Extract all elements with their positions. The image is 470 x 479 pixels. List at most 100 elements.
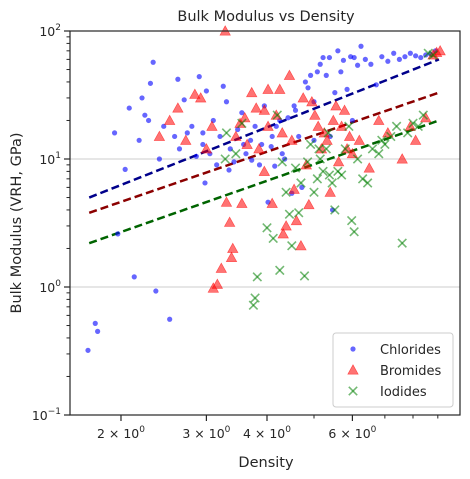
chlorides-point-49 (292, 107, 299, 113)
iodides-point-39 (413, 121, 423, 132)
iodides-point-21 (330, 205, 340, 215)
chlorides-point-79 (407, 50, 413, 56)
iodides-point-38 (408, 118, 418, 129)
chlorides-point-44 (273, 123, 279, 129)
bromides-point-55 (373, 114, 385, 125)
chlorides-point-60 (326, 54, 333, 61)
chlorides-point-89 (291, 103, 297, 109)
bromides-point-38 (306, 95, 318, 107)
iodides-point-52 (272, 110, 283, 120)
chlorides-point-52 (302, 79, 308, 85)
chlorides-point-5 (122, 166, 128, 172)
axis-ticks: 2 × 100 3 × 100 4 × 100 6 × 100 10−1 100 101 10… (32, 23, 439, 441)
bromides-point-33 (290, 214, 303, 226)
chlorides-point-20 (181, 97, 187, 103)
iodides-point-7 (284, 209, 295, 220)
bromides-point-48 (335, 120, 348, 131)
iodides-point-28 (352, 154, 363, 164)
bromides-point-1 (163, 114, 176, 125)
chlorides-point-72 (368, 61, 374, 67)
iodides-point-30 (362, 178, 373, 188)
iodides-point-15 (312, 174, 323, 184)
chlorides-point-71 (362, 56, 368, 62)
bromides-point-49 (338, 104, 351, 115)
chlorides-point-53 (305, 85, 311, 91)
chlorides-point-6 (126, 105, 132, 111)
chart-title: Bulk Modulus vs Density (177, 9, 355, 25)
chlorides-point-57 (317, 61, 323, 67)
plot-frame (69, 30, 461, 416)
iodides-point-48 (237, 118, 247, 129)
bromides-point-12 (220, 196, 233, 207)
bromides-point-3 (180, 134, 192, 145)
chlorides-point-74 (379, 54, 385, 60)
legend-marker-bromides (347, 364, 359, 375)
data-points (85, 25, 446, 353)
chlorides-point-24 (196, 74, 202, 80)
chlorides-point-12 (150, 59, 156, 65)
iodides-point-34 (386, 131, 396, 142)
legend-label-iodides: Iodides (380, 385, 427, 400)
iodides-point-32 (373, 148, 384, 159)
iodides-point-9 (290, 163, 301, 173)
bromides-point-10 (215, 262, 228, 273)
x-tick-label-3: 6 × 100 (328, 425, 376, 441)
iodides-point-45 (377, 135, 387, 146)
chlorides-point-34 (231, 159, 237, 165)
bromides-point-65 (258, 104, 271, 115)
chlorides-point-29 (214, 162, 220, 168)
chlorides-point-40 (256, 162, 263, 168)
chlorides-point-18 (175, 76, 181, 82)
bromides-point-15 (227, 242, 239, 253)
bromides-point-9 (211, 278, 224, 289)
chlorides-point-93 (145, 117, 152, 124)
bromides-point-40 (312, 120, 324, 131)
chlorides-point-66 (344, 86, 350, 92)
chlorides-point-50 (296, 133, 302, 140)
chlorides-point-37 (243, 151, 249, 157)
bromides-point-51 (343, 130, 356, 141)
chlorides-point-30 (217, 133, 223, 140)
bromides-point-2 (172, 102, 184, 113)
chlorides-point-56 (314, 69, 320, 75)
bromides-point-18 (239, 111, 251, 123)
bromides-point-32 (288, 183, 300, 194)
chlorides-point-16 (167, 316, 173, 322)
iodides-point-40 (418, 110, 429, 120)
chlorides-point-2 (95, 328, 101, 334)
bromides-point-34 (295, 239, 307, 251)
iodides-point-2 (252, 272, 263, 282)
bromides-point-67 (236, 197, 248, 208)
chlorides-point-25 (200, 141, 206, 148)
bromides-point-16 (230, 130, 242, 141)
series-iodides (220, 48, 438, 311)
iodides-point-19 (324, 170, 335, 180)
bromides-point-6 (200, 143, 213, 154)
chlorides-point-65 (340, 57, 347, 63)
iodides-point-14 (309, 187, 319, 197)
bromides-point-35 (297, 92, 309, 103)
iodides-point-27 (349, 227, 359, 237)
iodides-point-5 (274, 265, 285, 276)
iodides-point-6 (281, 187, 291, 197)
chlorides-point-32 (223, 99, 230, 105)
chlorides-point-58 (320, 54, 326, 61)
iodides-point-50 (277, 157, 287, 167)
bromides-point-64 (262, 83, 274, 94)
legend-marker-iodides (348, 386, 358, 396)
fit-line-chlorides (88, 58, 440, 199)
y-tick-label-1: 100 (39, 279, 61, 295)
bromides-point-29 (280, 220, 292, 231)
iodides-point-49 (231, 148, 241, 159)
chlorides-point-75 (385, 58, 391, 64)
iodides-point-46 (220, 154, 230, 164)
chlorides-point-10 (142, 112, 148, 118)
chlorides-point-7 (131, 274, 137, 280)
iodides-point-17 (318, 166, 328, 177)
chlorides-point-0 (85, 347, 91, 353)
bromides-point-45 (327, 114, 340, 125)
chlorides-point-8 (136, 137, 142, 143)
chlorides-point-62 (332, 90, 338, 96)
iodides-point-16 (315, 154, 325, 164)
